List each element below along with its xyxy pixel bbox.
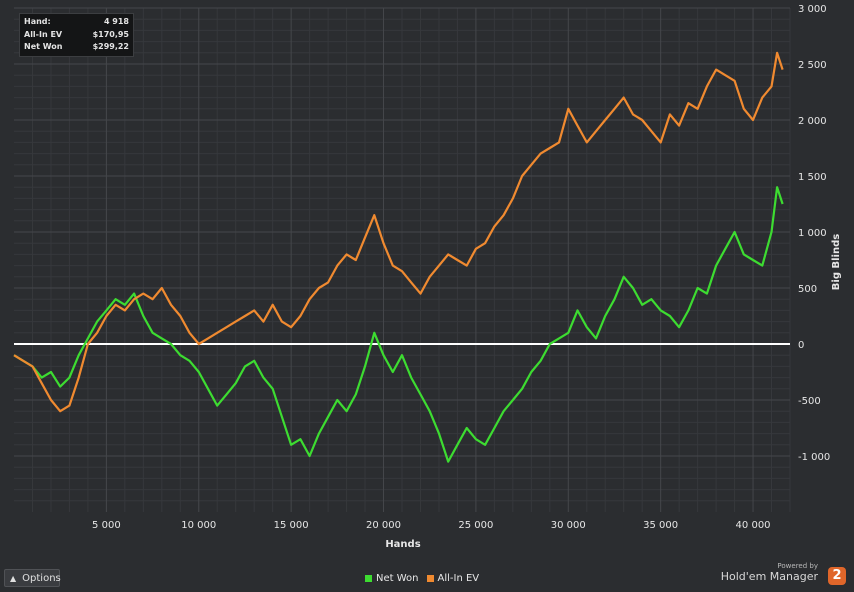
y-tick-label: -1 000 bbox=[798, 452, 830, 463]
x-tick-label: 15 000 bbox=[274, 520, 309, 531]
caret-up-icon: ▲ bbox=[10, 574, 17, 583]
x-tick-label: 30 000 bbox=[551, 520, 586, 531]
y-tick-label: 2 500 bbox=[798, 60, 827, 71]
y-tick-label: 2 000 bbox=[798, 116, 827, 127]
x-tick-label: 25 000 bbox=[458, 520, 493, 531]
hover-info-box: Hand: 4 918 All-In EV $170,95 Net Won $2… bbox=[19, 13, 134, 57]
powered-by-text: Powered by bbox=[777, 562, 818, 570]
net-won-label: Net Won bbox=[24, 42, 63, 51]
options-label: Options bbox=[22, 573, 61, 584]
hem2-logo-icon: 2 bbox=[828, 567, 846, 585]
y-tick-label: 500 bbox=[798, 284, 817, 295]
y-tick-label: 0 bbox=[798, 340, 804, 351]
info-row-hand: Hand: 4 918 bbox=[24, 16, 129, 28]
y-tick-label: 1 500 bbox=[798, 172, 827, 183]
brand-name: Hold'em Manager bbox=[720, 570, 818, 583]
legend: Net Won All-In EV bbox=[365, 572, 487, 584]
x-tick-label: 10 000 bbox=[181, 520, 216, 531]
grid bbox=[14, 7, 791, 512]
y-tick-label: 1 000 bbox=[798, 228, 827, 239]
x-tick-label: 5 000 bbox=[92, 520, 121, 531]
legend-label-net-won: Net Won bbox=[376, 572, 419, 584]
x-tick-label: 20 000 bbox=[366, 520, 401, 531]
x-tick-label: 35 000 bbox=[643, 520, 678, 531]
tick-labels: 5 000 10 000 15 000 20 000 25 000 30 000 35 00… bbox=[92, 4, 830, 531]
y-tick-label: 3 000 bbox=[798, 4, 827, 15]
net-won-value: $299,22 bbox=[92, 42, 129, 51]
series bbox=[13, 51, 784, 463]
series-line-all-in-ev bbox=[13, 51, 784, 413]
x-axis-title: Hands bbox=[385, 539, 420, 550]
hand-label: Hand: bbox=[24, 17, 51, 26]
x-tick-label: 40 000 bbox=[736, 520, 771, 531]
info-row-allin-ev: All-In EV $170,95 bbox=[24, 29, 129, 41]
options-button[interactable]: ▲ Options bbox=[4, 569, 61, 587]
legend-swatch-all-in-ev bbox=[426, 574, 434, 582]
allin-ev-label: All-In EV bbox=[24, 30, 63, 39]
series-line-net-won bbox=[13, 186, 784, 463]
info-row-net-won: Net Won $299,22 bbox=[24, 41, 129, 53]
legend-item-net-won[interactable]: Net Won bbox=[365, 572, 419, 584]
hand-value: 4 918 bbox=[103, 17, 129, 26]
legend-swatch-net-won bbox=[365, 574, 372, 582]
y-tick-label: -500 bbox=[798, 396, 821, 407]
y-axis-title: Big Blinds bbox=[831, 234, 842, 290]
legend-label-all-in-ev: All-In EV bbox=[437, 572, 480, 584]
branding: Powered by Hold'em Manager 2 bbox=[721, 562, 846, 588]
legend-item-all-in-ev[interactable]: All-In EV bbox=[426, 572, 480, 584]
allin-ev-value: $170,95 bbox=[92, 30, 129, 39]
